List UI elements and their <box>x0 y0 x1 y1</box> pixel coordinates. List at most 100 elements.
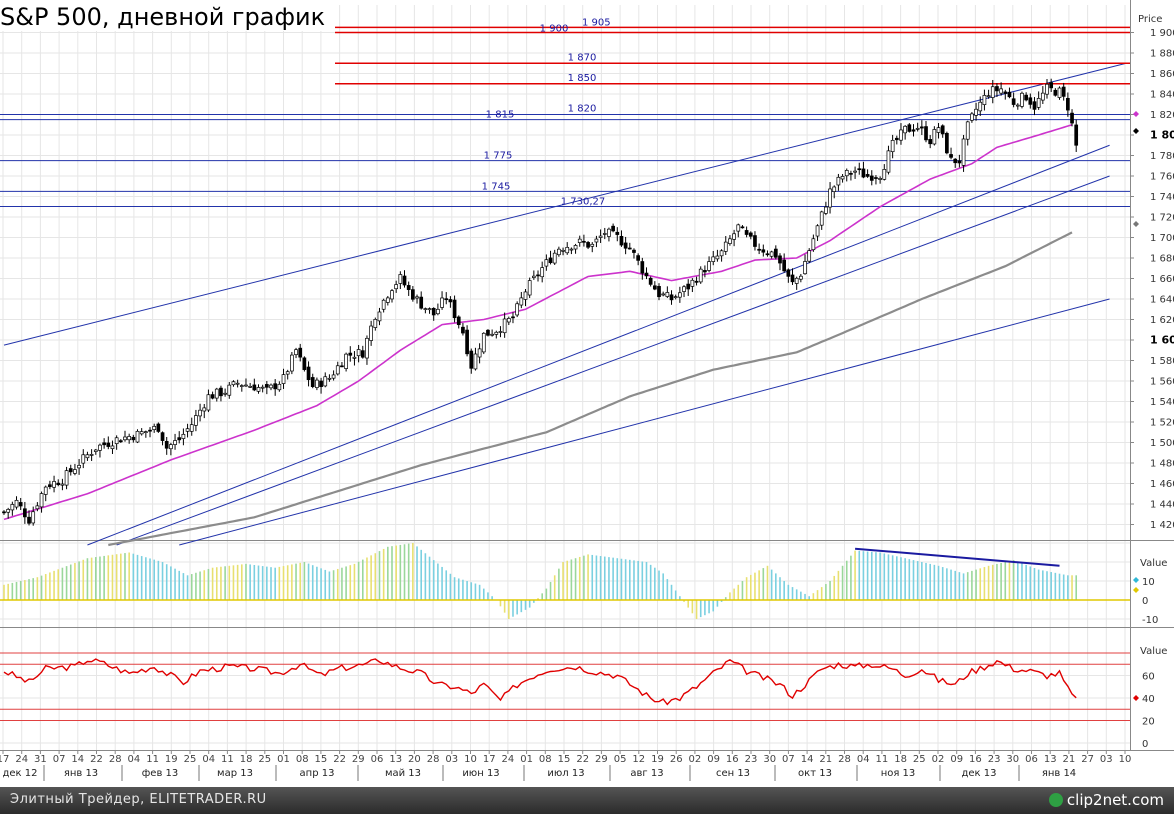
ma50-line <box>3 124 1073 521</box>
candle-body <box>707 261 711 271</box>
candle-body <box>515 303 520 316</box>
candle-body <box>131 436 136 441</box>
panel-rsi-bg <box>0 628 1130 750</box>
x-tick-day: 08 <box>296 754 309 765</box>
candle-body <box>1032 101 1037 110</box>
candle-body <box>494 331 499 335</box>
candle-body <box>436 308 440 315</box>
level-label-3: 1 850 <box>568 73 597 84</box>
candle-body <box>302 357 307 370</box>
candle-body <box>143 431 148 434</box>
candle-body <box>281 374 286 384</box>
x-tick-month: июл 13 <box>547 768 584 779</box>
candle-body <box>665 292 670 297</box>
candle-body <box>636 255 640 261</box>
candle-body <box>490 333 494 336</box>
candle-body <box>886 150 891 173</box>
x-tick-month: май 13 <box>385 768 421 779</box>
candle-body <box>961 138 966 166</box>
candle-body <box>81 454 86 464</box>
price-tick-label: 1 560 <box>1150 377 1174 388</box>
candle-body <box>932 129 937 145</box>
candle-body <box>73 469 77 474</box>
candle-body <box>431 307 436 316</box>
candle-body <box>231 381 236 386</box>
osc-tick-label: -10 <box>1142 615 1158 626</box>
candle-body <box>277 383 282 391</box>
footer-logo-text: clip2net.com <box>1066 791 1164 809</box>
x-tick-day: 13 <box>1044 754 1057 765</box>
candle-body <box>602 233 607 235</box>
x-tick-day: 08 <box>539 754 552 765</box>
price-tick-label: 1 600 <box>1150 334 1174 347</box>
candle-body <box>928 139 933 145</box>
candle-body <box>23 508 27 518</box>
candle-body <box>306 366 311 381</box>
x-tick-day: 04 <box>128 754 141 765</box>
candle-body <box>327 377 332 380</box>
x-tick-month: янв 14 <box>1042 768 1076 779</box>
candle-body <box>552 252 557 264</box>
x-tick-day: 22 <box>333 754 346 765</box>
candle-body <box>840 176 845 180</box>
price-value-marker <box>1133 128 1139 134</box>
candle-body <box>1057 87 1062 98</box>
candle-body <box>43 486 48 495</box>
candle-body <box>1015 104 1020 107</box>
candle-body <box>415 296 419 299</box>
price-tick-label: 1 500 <box>1150 438 1174 449</box>
candle-body <box>398 274 403 284</box>
candle-body <box>18 502 23 507</box>
candle-body <box>181 433 186 439</box>
candle-body <box>189 424 194 432</box>
x-tick-day: 11 <box>876 754 889 765</box>
candle-body <box>506 318 511 323</box>
x-tick-day: 14 <box>801 754 814 765</box>
footer-logo[interactable]: clip2net.com <box>1048 791 1164 809</box>
candle-body <box>669 294 674 301</box>
x-tick-day: 19 <box>165 754 178 765</box>
price-tick-label: 1 880 <box>1150 49 1174 60</box>
x-tick-day: 09 <box>950 754 963 765</box>
candle-body <box>970 113 974 121</box>
candle-body <box>323 376 328 387</box>
trend-channel-line-1 <box>87 144 1110 546</box>
divergence-line <box>855 547 1060 567</box>
candle-body <box>782 259 787 272</box>
candle-body <box>185 428 190 432</box>
candle-body <box>114 437 119 445</box>
candle-body <box>911 129 916 132</box>
x-tick-month: июн 13 <box>462 768 499 779</box>
x-tick-day: 20 <box>408 754 421 765</box>
candle-body <box>648 277 653 285</box>
candle-body <box>924 126 928 141</box>
price-tick-label: 1 760 <box>1150 172 1174 183</box>
footer-bar: Элитный Трейдер, ELITETRADER.RU clip2net… <box>0 787 1174 814</box>
candle-body <box>824 206 828 214</box>
candle-body <box>736 224 741 232</box>
candle-body <box>644 272 649 277</box>
candle-body <box>127 436 132 441</box>
candle-body <box>273 383 278 390</box>
x-tick-day: 04 <box>857 754 870 765</box>
candle-body <box>582 240 586 243</box>
candle-body <box>786 269 791 277</box>
candle-body <box>85 454 90 459</box>
x-tick-day: 15 <box>315 754 328 765</box>
x-tick-day: 25 <box>913 754 926 765</box>
candle-body <box>348 352 353 356</box>
rsi-tick-label: 40 <box>1142 694 1155 705</box>
price-tick-label: 1 820 <box>1150 110 1174 121</box>
candle-body <box>335 365 340 375</box>
x-tick-day: 14 <box>71 754 84 765</box>
rsi-tick-label: 0 <box>1142 739 1148 750</box>
x-tick-day: 28 <box>109 754 122 765</box>
price-tick-label: 1 580 <box>1150 356 1174 367</box>
x-tick-day: 30 <box>763 754 776 765</box>
candle-body <box>703 270 707 273</box>
candle-body <box>1045 83 1049 95</box>
x-tick-day: 23 <box>988 754 1001 765</box>
candle-body <box>377 311 382 322</box>
candle-body <box>214 388 219 399</box>
price-tick-label: 1 900 <box>1150 28 1174 39</box>
